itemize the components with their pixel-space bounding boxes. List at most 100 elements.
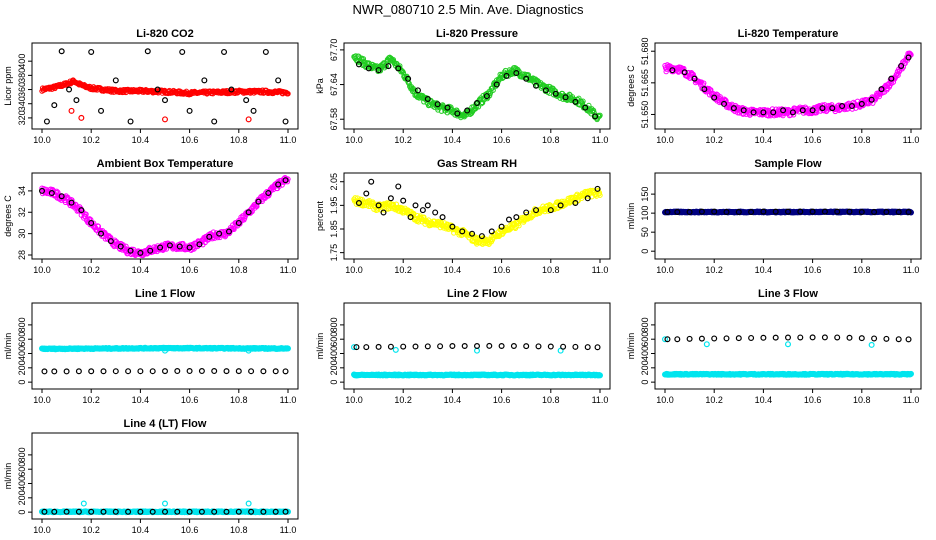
data-point (547, 343, 554, 350)
y-tick-label: 200 (640, 360, 650, 375)
data-point (75, 368, 82, 375)
data-point (772, 208, 779, 215)
data-point (432, 209, 439, 216)
data-point (163, 246, 170, 252)
data-point (363, 190, 370, 197)
data-point (260, 368, 267, 375)
data-point (498, 343, 505, 350)
series-black (669, 54, 912, 116)
x-tick-label: 10.8 (230, 395, 248, 405)
chart-panel-2: Li-820 Pressure kPa 10.0 10.2 10.4 10.6 10.8 11… (315, 28, 611, 145)
data-point (735, 335, 742, 342)
y-tick-label: 380 (17, 68, 27, 83)
data-point (711, 94, 718, 101)
data-point (535, 343, 542, 350)
data-point (584, 195, 591, 202)
y-axis-label: ml/min (3, 333, 13, 360)
y-tick-label: 340 (17, 96, 27, 111)
data-point (149, 368, 156, 375)
y-tick-label: 600 (17, 462, 27, 477)
data-point (235, 368, 242, 375)
data-point (407, 214, 414, 221)
outlier-point (245, 347, 252, 354)
data-point (469, 230, 476, 237)
panel-title: Ambient Box Temperature (97, 158, 234, 170)
data-point (748, 209, 755, 216)
data-point (848, 103, 855, 110)
data-point (43, 118, 50, 125)
data-point (663, 68, 669, 75)
series-cyan (39, 344, 291, 354)
data-point (829, 105, 836, 112)
data-point (533, 207, 540, 214)
series-black (38, 177, 289, 256)
data-point (282, 368, 289, 375)
data-point (412, 343, 419, 350)
data-point (582, 104, 589, 111)
data-point (58, 193, 65, 200)
y-tick-label: 32 (17, 207, 27, 217)
data-point (846, 208, 853, 215)
data-point (797, 334, 804, 341)
chart-panel-8: Line 2 Flow ml/min 10.0 10.2 10.4 10.6 10.8 11.… (315, 288, 611, 405)
y-tick-label: 800 (17, 317, 27, 332)
y-tick-label: 51.665 (640, 69, 650, 97)
data-point (888, 75, 895, 82)
data-point (38, 187, 45, 194)
data-point (474, 100, 481, 107)
x-tick-label: 11.0 (903, 395, 920, 405)
data-point (123, 243, 129, 249)
data-point (590, 107, 597, 114)
data-point (691, 75, 698, 82)
data-point (147, 247, 154, 254)
data-point (360, 56, 367, 62)
data-point (760, 334, 767, 341)
data-point (196, 241, 203, 248)
data-point (395, 65, 402, 72)
data-point (144, 48, 151, 55)
data-point (905, 54, 912, 61)
data-point (221, 48, 228, 55)
data-point (871, 209, 878, 216)
data-point (723, 335, 730, 342)
data-point (201, 77, 208, 84)
x-tick-label: 10.4 (132, 525, 150, 535)
data-point (698, 208, 705, 215)
series-black (355, 61, 599, 120)
plot-frame (343, 302, 611, 390)
outlier-point (162, 347, 169, 354)
data-point (821, 208, 828, 215)
data-point (250, 107, 257, 114)
x-tick-label: 11.0 (903, 135, 920, 145)
data-point (461, 343, 468, 350)
x-tick-label: 11.0 (903, 265, 920, 275)
x-tick-label: 10.8 (853, 265, 871, 275)
y-tick-label: 51.650 (640, 101, 650, 129)
data-point (400, 197, 407, 204)
data-point (748, 334, 755, 341)
y-tick-label: 0 (640, 249, 650, 254)
data-point (355, 61, 362, 68)
x-tick-label: 10.0 (345, 135, 363, 145)
data-point (597, 192, 603, 198)
data-point (493, 81, 500, 88)
data-point (478, 233, 485, 240)
data-point (883, 335, 890, 342)
data-point (858, 335, 865, 342)
data-point (58, 48, 65, 55)
data-point (449, 343, 456, 350)
data-point (162, 368, 169, 375)
data-point (107, 238, 114, 245)
data-point (363, 344, 370, 351)
x-tick-label: 10.8 (542, 135, 560, 145)
data-point (55, 189, 61, 196)
chart-panel-10: Line 4 (LT) Flow ml/min 10.0 10.2 10.4 10.6 10… (3, 418, 299, 535)
x-tick-label: 10.4 (755, 265, 773, 275)
x-tick-label: 10.6 (493, 135, 511, 145)
x-tick-label: 10.8 (853, 135, 871, 145)
y-tick-label: 400 (329, 346, 339, 361)
x-tick-label: 10.6 (181, 135, 199, 145)
data-point (179, 48, 186, 55)
data-point (228, 86, 235, 93)
data-point (547, 207, 554, 214)
